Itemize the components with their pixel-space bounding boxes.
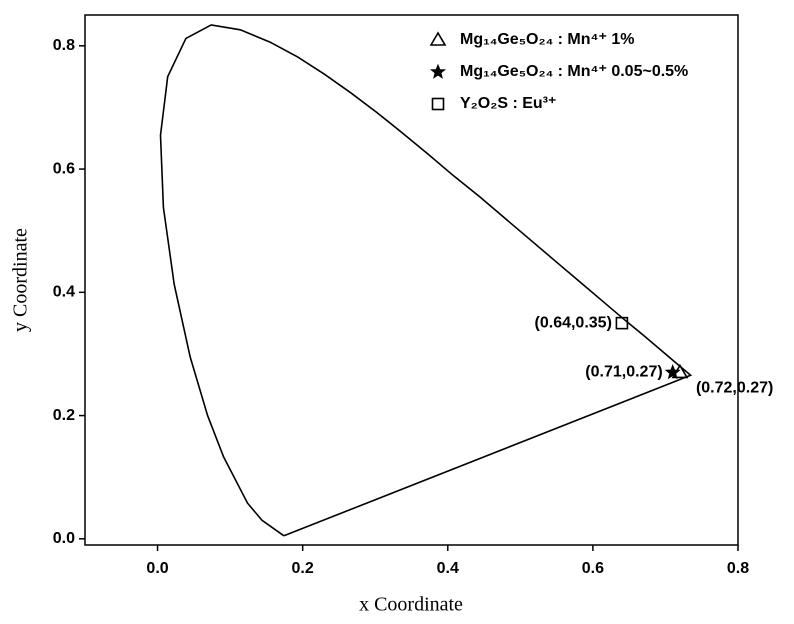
y-tick-label: 0.6 bbox=[53, 160, 75, 177]
data-label: (0.72,0.27) bbox=[696, 380, 773, 397]
y-tick-label: 0.2 bbox=[53, 407, 75, 424]
y-axis-label: y Coordinate bbox=[10, 228, 32, 332]
x-tick-label: 0.8 bbox=[727, 560, 749, 577]
locus-line bbox=[159, 24, 693, 537]
legend-label: Mg₁₄Ge₅O₂₄ : Mn⁴⁺ 0.05~0.5% bbox=[460, 63, 688, 80]
data-label: (0.71,0.27) bbox=[585, 364, 662, 381]
x-tick-label: 0.2 bbox=[292, 560, 314, 577]
data-label: (0.64,0.35) bbox=[535, 314, 612, 331]
legend-marker bbox=[431, 97, 445, 111]
x-axis-label: x Coordinate bbox=[359, 594, 463, 616]
y-tick-label: 0.0 bbox=[53, 530, 75, 547]
data-point bbox=[664, 364, 681, 380]
legend-label: Y₂O₂S : Eu³⁺ bbox=[460, 95, 556, 112]
x-tick-label: 0.6 bbox=[582, 560, 604, 577]
legend-label: Mg₁₄Ge₅O₂₄ : Mn⁴⁺ 1% bbox=[460, 31, 634, 48]
plot-frame bbox=[84, 14, 739, 546]
y-tick-label: 0.8 bbox=[53, 37, 75, 54]
legend-marker bbox=[429, 63, 447, 79]
data-point bbox=[615, 316, 629, 330]
x-tick-label: 0.0 bbox=[146, 560, 168, 577]
legend-marker bbox=[429, 31, 447, 46]
x-tick-label: 0.4 bbox=[437, 560, 459, 577]
y-tick-label: 0.4 bbox=[53, 284, 75, 301]
